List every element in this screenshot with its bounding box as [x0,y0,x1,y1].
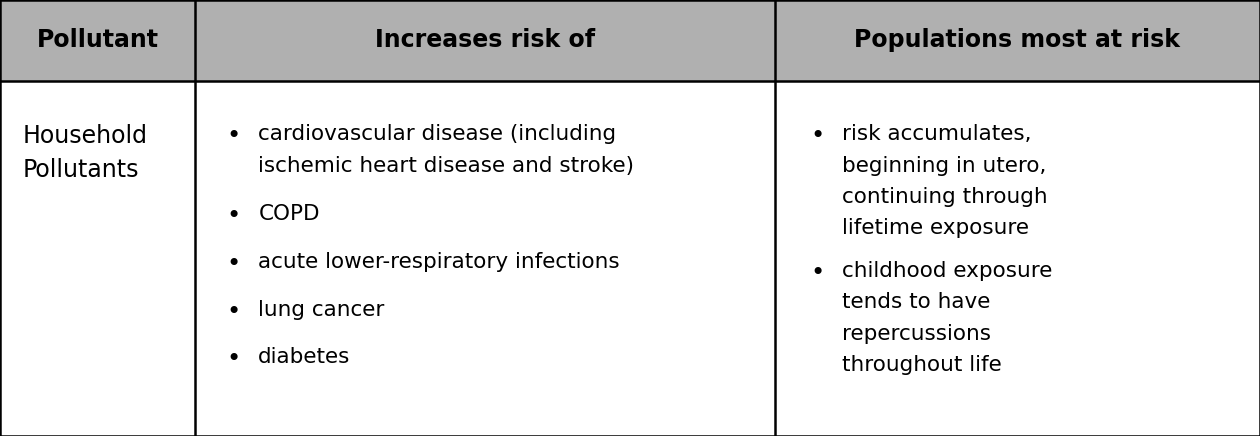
Bar [0,0,1260,81]
Text: cardiovascular disease (including: cardiovascular disease (including [258,124,616,144]
Text: Household
Pollutants: Household Pollutants [23,124,147,182]
Text: childhood exposure: childhood exposure [842,261,1052,281]
Text: •: • [227,252,241,276]
Text: •: • [810,261,824,285]
Text: acute lower-respiratory infections: acute lower-respiratory infections [258,252,620,272]
Text: Pollutant: Pollutant [37,28,159,52]
Text: Populations most at risk: Populations most at risk [854,28,1181,52]
Text: tends to have: tends to have [842,292,990,312]
Text: repercussions: repercussions [842,324,990,344]
Text: •: • [227,124,241,148]
Text: beginning in utero,: beginning in utero, [842,156,1046,176]
Text: lifetime exposure: lifetime exposure [842,218,1028,238]
Text: •: • [227,347,241,371]
Text: diabetes: diabetes [258,347,350,368]
Text: COPD: COPD [258,204,320,224]
Text: •: • [810,124,824,148]
Text: Increases risk of: Increases risk of [375,28,595,52]
Text: ischemic heart disease and stroke): ischemic heart disease and stroke) [258,156,634,176]
Text: continuing through: continuing through [842,187,1047,207]
Text: •: • [227,300,241,324]
Text: •: • [227,204,241,228]
Text: risk accumulates,: risk accumulates, [842,124,1031,144]
Text: throughout life: throughout life [842,355,1002,375]
Text: lung cancer: lung cancer [258,300,384,320]
